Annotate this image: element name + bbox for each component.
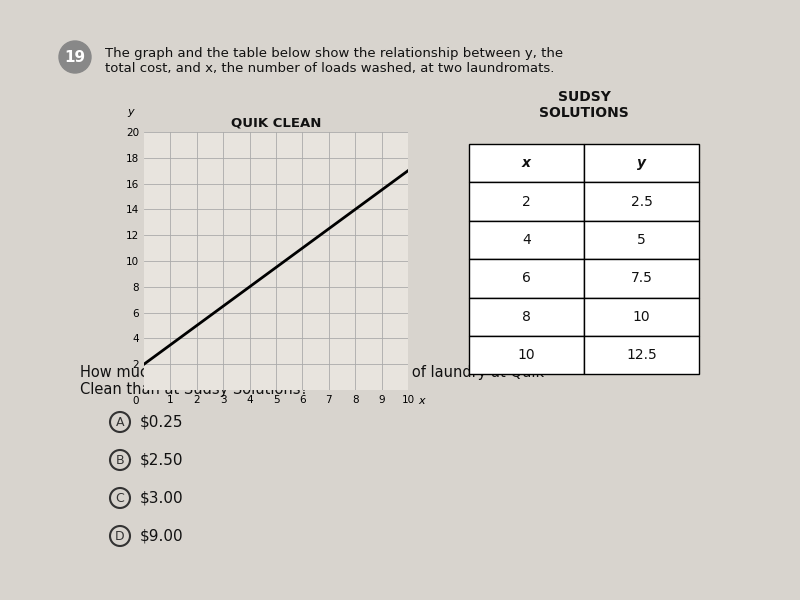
Text: 2.5: 2.5	[630, 194, 653, 209]
Text: 10: 10	[518, 348, 535, 362]
Bar	[469, 144, 584, 182]
Text: y: y	[127, 107, 134, 116]
Text: $3.00: $3.00	[140, 491, 184, 505]
Text: x: x	[522, 156, 531, 170]
Bar	[584, 221, 699, 259]
Text: D: D	[115, 529, 125, 542]
Text: 8: 8	[522, 310, 531, 324]
Text: 7.5: 7.5	[630, 271, 653, 286]
Text: 19: 19	[65, 49, 86, 64]
Text: $0.25: $0.25	[140, 415, 183, 430]
Text: 6: 6	[522, 271, 531, 286]
Text: 12.5: 12.5	[626, 348, 657, 362]
Bar	[584, 298, 699, 336]
Text: 10: 10	[633, 310, 650, 324]
Text: SUDSY
SOLUTIONS: SUDSY SOLUTIONS	[539, 90, 629, 120]
Bar	[584, 182, 699, 221]
Bar	[469, 221, 584, 259]
Bar	[584, 259, 699, 298]
Text: The graph and the table below show the relationship between y, the
total cost, a: The graph and the table below show the r…	[105, 47, 563, 75]
Bar	[469, 336, 584, 374]
Text: 5: 5	[638, 233, 646, 247]
Bar	[584, 144, 699, 182]
Text: 2: 2	[522, 194, 530, 209]
Circle shape	[59, 41, 91, 73]
Text: 0: 0	[133, 397, 139, 406]
Bar	[584, 336, 699, 374]
Text: How much more will it cost to wash 12 loads of laundry at Quik
Clean than at Sud: How much more will it cost to wash 12 lo…	[80, 365, 544, 397]
Text: x: x	[418, 397, 425, 406]
Bar	[469, 298, 584, 336]
Text: $2.50: $2.50	[140, 452, 183, 467]
Bar	[469, 259, 584, 298]
Text: y: y	[637, 156, 646, 170]
Bar	[469, 182, 584, 221]
Text: $9.00: $9.00	[140, 529, 184, 544]
Text: C: C	[116, 491, 124, 505]
Title: QUIK CLEAN: QUIK CLEAN	[231, 116, 321, 130]
Text: A: A	[116, 415, 124, 428]
Text: B: B	[116, 454, 124, 467]
Text: 4: 4	[522, 233, 530, 247]
